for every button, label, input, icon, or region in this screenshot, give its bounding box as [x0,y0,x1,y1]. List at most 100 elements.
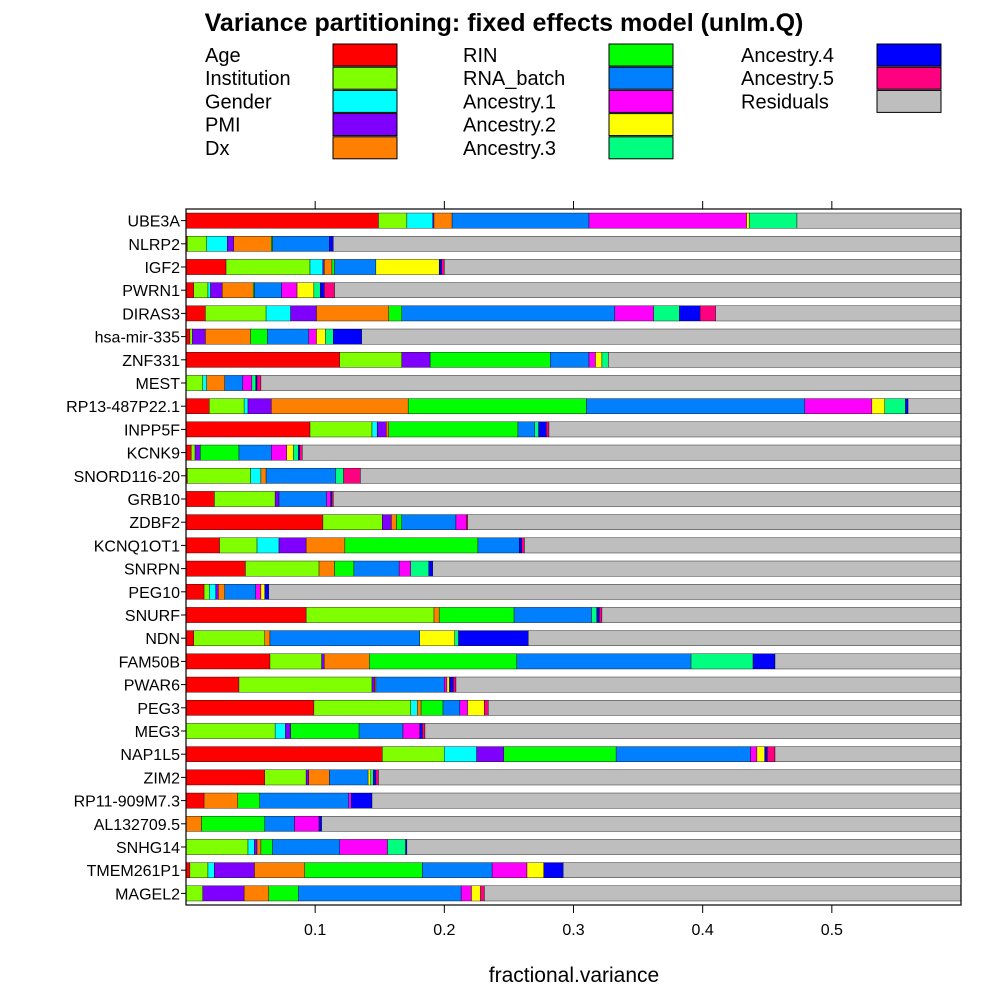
bar-segment-IGF2-Ancestry.4 [438,259,442,275]
bar-segment-PEG3-Ancestry.2 [467,700,485,716]
bar-segment-RP13-487P22.1-RIN [407,398,587,415]
bar-segment-PEG10-PMI [215,584,219,600]
bar-segment-ZDBF2-PMI [382,514,392,530]
bar-segment-ZIM2-Ancestry.5 [375,769,379,786]
bar-segment-PWAR6-Residuals [455,676,962,693]
bar-segment-RP13-487P22.1-RNA_batch [586,398,805,415]
category-label: UBE3A [128,214,181,231]
bar-segment-KCNK9-RIN [200,444,240,461]
bar-segment-INPP5F-RIN [388,421,519,438]
bar-segment-hsa-mir-335-RNA_batch [267,328,309,345]
bar-segment-MAGEL2-RNA_batch [298,885,462,902]
bar-segment-DIRAS3-RNA_batch [401,305,616,322]
bar-segment-RP11-909M7.3-Ancestry.1 [348,792,352,809]
bar-segment-INPP5F-Dx [386,421,389,438]
bar-segment-PWRN1-RNA_batch [254,282,282,299]
bar-segment-SNHG14-Gender [247,839,255,855]
bar-segment-hsa-mir-335-Dx [205,328,251,345]
bar-segment-SNORD116-20-Gender [250,468,262,484]
bar-segment-INPP5F-RNA_batch [517,421,535,438]
bar-segment-RP13-487P22.1-Ancestry.2 [871,398,886,415]
bar-segment-FAM50B-Institution [269,653,322,670]
bar-segment-ZNF331-Ancestry.3 [601,352,609,368]
category-label: NLRP2 [128,237,180,254]
bar-segment-NAP1L5-PMI [476,746,504,762]
legend-label: RIN [463,45,497,67]
bar-segment-INPP5F-Age [185,421,311,438]
bar-segment-AL132709.5-Dx [185,816,202,832]
bar-row-SNHG14 [185,839,962,855]
category-label: hsa-mir-335 [95,330,180,347]
bar-segment-ZNF331-RIN [429,352,551,368]
bar-segment-RP13-487P22.1-Ancestry.1 [804,398,873,415]
bar-row-KCNQ1OT1 [185,537,962,554]
bar-row-MAGEL2 [185,885,962,902]
bar-row-SNORD116-20 [185,468,962,484]
bar-segment-KCNQ1OT1-Residuals [524,537,962,554]
bar-segment-DIRAS3-RIN [388,305,402,322]
bar-segment-MAGEL2-Institution [185,885,203,902]
bar-segment-PEG3-Ancestry.5 [484,700,489,716]
bar-segment-MEG3-Gender [274,723,286,739]
bar-segment-ZNF331-RNA_batch [550,352,590,368]
bar-segment-IGF2-Age [185,259,227,275]
bar-segment-ZNF331-Age [185,352,340,368]
bar-segment-RP13-487P22.1-Institution [209,398,245,415]
bar-segment-PWAR6-PMI [371,676,375,693]
bar-segment-GRB10-Institution [214,491,276,507]
legend-label: Gender [205,91,272,113]
bar-segment-NDN-Age [185,630,194,646]
legend-swatch [608,89,674,113]
bar-segment-NDN-Ancestry.2 [419,630,455,646]
bar-segment-hsa-mir-335-Ancestry.3 [325,328,334,345]
category-label: INPP5F [124,422,180,439]
bar-segment-hsa-mir-335-PMI [192,328,206,345]
bar-segment-INPP5F-Ancestry.5 [546,421,550,438]
bar-segment-PWRN1-Ancestry.4 [320,282,325,299]
bar-segment-ZIM2-Ancestry.4 [373,769,377,786]
bar-segment-DIRAS3-Ancestry.3 [653,305,680,322]
axes: UBE3A NLRP2 IGF2 PWRN1 DIRAS3 hsa-mir-335 ZNF3… [66,201,962,939]
bar-segment-IGF2-RIN [331,259,335,275]
bar-segment-IGF2-RNA_batch [334,259,377,275]
category-label: PEG3 [137,701,180,718]
bar-segment-KCNK9-Institution [190,444,196,461]
plot-area [185,212,962,902]
category-label: SNRPN [124,562,180,579]
category-label: GRB10 [128,492,181,509]
bar-segment-KCNQ1OT1-RIN [344,537,479,554]
bar-segment-SNRPN-Ancestry.3 [410,560,430,577]
bar-segment-PEG10-Dx [218,584,225,600]
category-label: MAGEL2 [115,886,180,903]
category-label: IGF2 [144,260,180,277]
bar-segment-SNURF-RIN [438,607,515,623]
bar-segment-PWRN1-Ancestry.1 [281,282,298,299]
bar-segment-ZIM2-Residuals [378,769,962,786]
bar-row-PWAR6 [185,676,962,693]
bar-segment-RP11-909M7.3-Residuals [371,792,962,809]
legend-swatch [332,136,398,160]
legend-label: RNA_batch [463,68,565,90]
bar-segment-FAM50B-Dx [324,653,370,670]
bar-segment-NAP1L5-Institution [382,746,445,762]
bar-segment-MEST-Dx [206,375,225,391]
bar-segment-NAP1L5-RIN [503,746,617,762]
bar-segment-PWRN1-Ancestry.3 [313,282,321,299]
legend-swatch [876,89,942,113]
bar-segment-SNHG14-Ancestry.1 [339,839,388,855]
bar-segment-MAGEL2-Residuals [484,885,962,902]
bar-segment-NDN-Residuals [528,630,962,646]
bar-segment-NAP1L5-Age [185,746,383,762]
bar-segment-PWAR6-Ancestry.1 [444,676,448,693]
bar-row-ZDBF2 [185,514,962,530]
bar-segment-KCNQ1OT1-Dx [305,537,346,554]
bar-segment-hsa-mir-335-Residuals [361,328,962,345]
bar-segment-FAM50B-RNA_batch [516,653,692,670]
bar-segment-SNORD116-20-RNA_batch [265,468,337,484]
bar-segment-SNHG14-Dx [256,839,262,855]
bar-segment-RP13-487P22.1-Residuals [907,398,962,415]
bar-segment-ZIM2-RNA_batch [329,769,369,786]
bar-segment-SNRPN-Institution [245,560,320,577]
bar-segment-TMEM261P1-Dx [254,862,306,878]
bar-segment-MEST-Ancestry.1 [242,375,253,391]
